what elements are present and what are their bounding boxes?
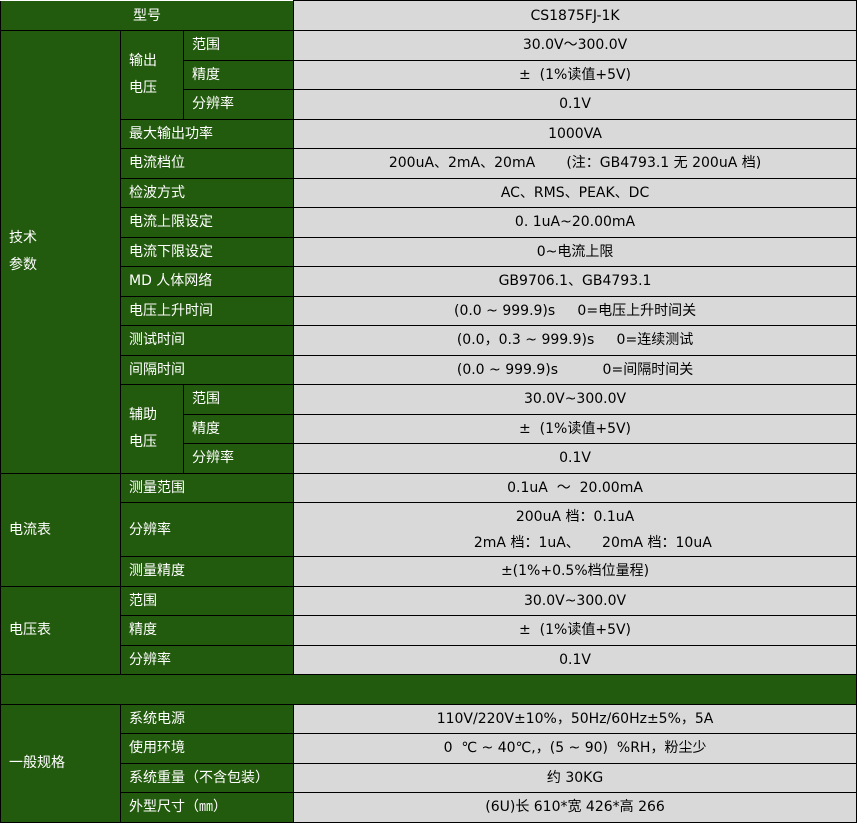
row-label: 分辨率 [182,443,295,474]
table-row: 间隔时间 (0.0 ~ 999.9)s 0=间隔时间关 [1,354,857,385]
row-label: 检波方式 [119,177,295,208]
table-row: 系统重量（不含包装）约 30KG [1,762,857,793]
row-value: 200uA、2mA、20mA (注：GB4793.1 无 200uA 档) [293,148,857,179]
row-label: 外型尺寸（㎜） [119,792,295,823]
model-label: 型号 [0,0,295,31]
table-row: 辅助 电压 范围 30.0V~300.0V [1,384,857,474]
row-value: 0 ℃ ~ 40℃,，(5 ~ 90) %RH，粉尘少 [293,733,857,764]
table-row: 分辨率 200uA 档：0.1uA 2mA 档：1uA、 20mA 档：10uA [1,502,857,557]
row-value: 1000VA [293,118,857,149]
row-label: MD 人体网络 [119,266,295,297]
resolution-line-1: 200uA 档：0.1uA [515,508,635,525]
table-row: 分辨率 0.1V [1,644,857,675]
table-row: 检波方式 AC、RMS、PEAK、DC [1,177,857,208]
row-value: 0.1V [293,644,857,675]
row-label: 测试时间 [119,325,295,356]
row-value: ± (1%读值+5V) [293,413,857,444]
table-row: 电流表 测量范围 0.1uA ～ 20.00mA [0,472,857,587]
row-label: 分辨率 [182,89,295,120]
row-label: 测量范围 [119,472,295,503]
aux-voltage-label: 辅助 电压 [120,384,184,474]
table-row: 分辨率 0.1V [1,89,857,120]
model-value: CS1875FJ-1K [293,0,857,31]
general-spec-label: 一般规格 [0,703,121,823]
row-label: 范围 [119,585,295,616]
blank-separator [0,674,857,705]
row-label: 分辨率 [119,502,295,557]
table-row: 外型尺寸（㎜） (6U)长 610*宽 426*高 266 [1,792,857,823]
row-label: 测量精度 [119,556,295,587]
table-row: 最大输出功率 1000VA [1,118,857,149]
row-value: 0~电流上限 [293,236,857,267]
row-value: (0.0 ~ 999.9)s 0=间隔时间关 [293,354,857,385]
table-row: 精度 ± (1%读值+5V) [1,615,857,646]
voltmeter-label: 电压表 [0,585,121,675]
row-value: ± (1%读值+5V) [293,59,857,90]
row-label: 电压上升时间 [119,295,295,326]
row-label: 系统电源 [119,703,295,734]
row-value: 30.0V~300.0V [293,585,857,616]
row-value: 30.0V～300.0V [293,30,857,61]
row-value: AC、RMS、PEAK、DC [293,177,857,208]
row-value: (0.0 ~ 999.9)s 0=电压上升时间关 [293,295,857,326]
table-row: 分辨率 0.1V [1,443,857,474]
row-value: 200uA 档：0.1uA 2mA 档：1uA、 20mA 档：10uA [293,502,857,557]
row-label: 精度 [182,59,295,90]
table-row: 精度 ± (1%读值+5V) [1,59,857,90]
table-row: MD 人体网络 GB9706.1、GB4793.1 [1,266,857,297]
row-label: 最大输出功率 [119,118,295,149]
table-row: 技术 参数 输出 电压 范围 30.0V～300.0V [0,30,857,474]
table-row: 一般规格 系统电源 110V/220V±10%，50Hz/60Hz±5%，5A [0,703,857,823]
blank-separator-row [0,674,857,705]
row-model: 型号 CS1875FJ-1K [0,0,857,31]
output-voltage-label: 输出 电压 [120,30,184,120]
row-label: 范围 [182,30,295,61]
row-value: (0.0，0.3 ~ 999.9)s 0=连续测试 [293,325,857,356]
row-value: 0.1V [293,443,857,474]
row-value: 0.1uA ～ 20.00mA [293,472,857,503]
row-label: 系统重量（不含包装） [119,762,295,793]
row-value: 0.1V [293,89,857,120]
table-row: 电流上限设定 0. 1uA~20.00mA [1,207,857,238]
row-label: 电流下限设定 [119,236,295,267]
table-row: 精度 ± (1%读值+5V) [1,413,857,444]
row-value: GB9706.1、GB4793.1 [293,266,857,297]
row-value: ± (1%读值+5V) [293,615,857,646]
row-value: ±(1%+0.5%档位量程) [293,556,857,587]
row-label: 使用环境 [119,733,295,764]
row-label: 精度 [182,413,295,444]
table-row: 电流下限设定 0~电流上限 [1,236,857,267]
row-label: 电流上限设定 [119,207,295,238]
row-label: 分辨率 [119,644,295,675]
row-value: 0. 1uA~20.00mA [293,207,857,238]
row-label: 精度 [119,615,295,646]
table-row: 电压表 范围 30.0V~300.0V [0,585,857,675]
table-row: 测量精度 ±(1%+0.5%档位量程) [1,556,857,587]
table-row: 电压上升时间 (0.0 ~ 999.9)s 0=电压上升时间关 [1,295,857,326]
row-label: 间隔时间 [119,354,295,385]
row-label: 电流档位 [119,148,295,179]
resolution-line-2: 2mA 档：1uA、 20mA 档：10uA [438,534,712,551]
row-value: 约 30KG [293,762,857,793]
ammeter-label: 电流表 [0,472,121,587]
tech-params-label: 技术 参数 [0,30,121,474]
table-row: 使用环境 0 ℃ ~ 40℃,，(5 ~ 90) %RH，粉尘少 [1,733,857,764]
table-row: 电流档位 200uA、2mA、20mA (注：GB4793.1 无 200uA 档… [1,148,857,179]
row-value: (6U)长 610*宽 426*高 266 [293,792,857,823]
row-value: 30.0V~300.0V [293,384,857,415]
row-value: 110V/220V±10%，50Hz/60Hz±5%，5A [293,703,857,734]
row-label: 范围 [182,384,295,415]
table-row: 测试时间 (0.0，0.3 ~ 999.9)s 0=连续测试 [1,325,857,356]
